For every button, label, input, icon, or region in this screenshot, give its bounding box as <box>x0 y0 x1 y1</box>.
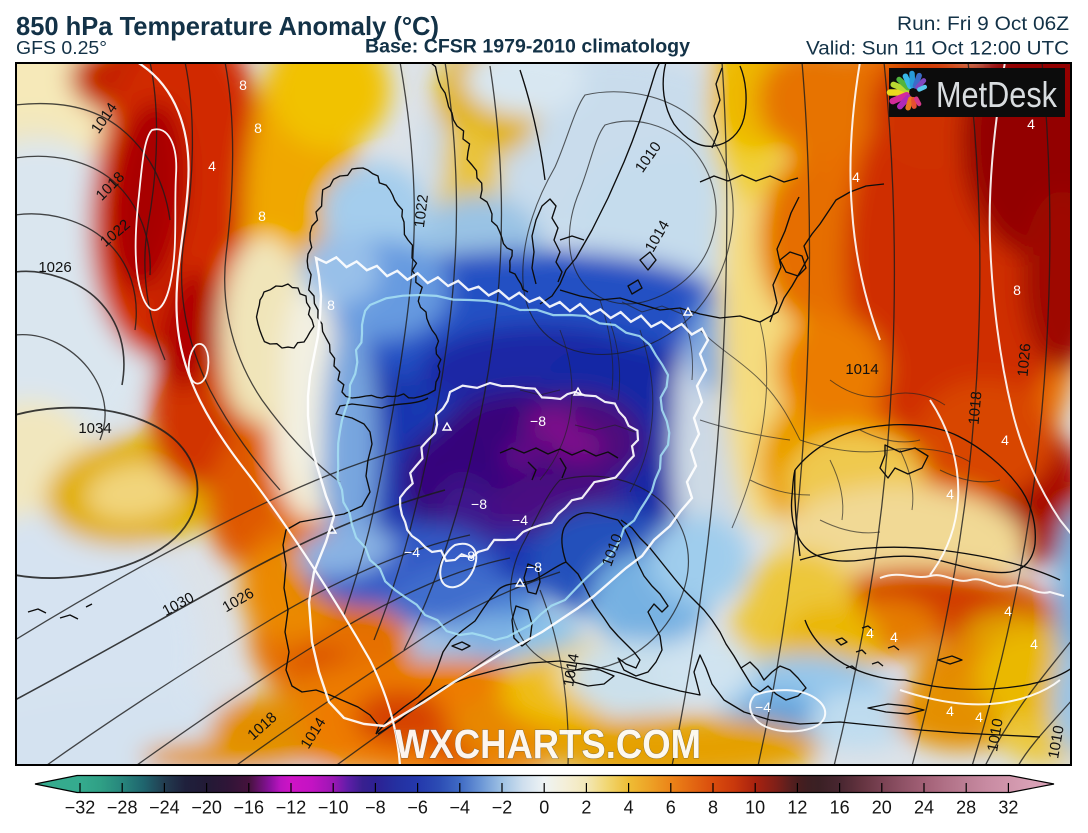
svg-text:MetDesk: MetDesk <box>936 74 1058 115</box>
svg-text:8: 8 <box>708 798 718 818</box>
svg-text:−4: −4 <box>755 699 771 715</box>
svg-text:24: 24 <box>914 798 934 818</box>
svg-text:GFS 0.25°: GFS 0.25° <box>16 38 107 58</box>
svg-text:−4: −4 <box>450 798 471 818</box>
svg-text:12: 12 <box>787 798 807 818</box>
svg-text:1026: 1026 <box>1015 343 1035 378</box>
svg-text:−8: −8 <box>526 559 542 575</box>
svg-text:4: 4 <box>1004 603 1012 619</box>
svg-text:Valid: Sun 11 Oct 12:00 UTC: Valid: Sun 11 Oct 12:00 UTC <box>806 38 1069 60</box>
svg-text:−4: −4 <box>404 544 420 560</box>
svg-text:1010: 1010 <box>1045 724 1068 760</box>
svg-text:−6: −6 <box>407 798 428 818</box>
svg-text:4: 4 <box>852 169 860 185</box>
svg-text:1022: 1022 <box>411 193 432 228</box>
svg-text:−10: −10 <box>318 798 349 818</box>
svg-text:28: 28 <box>956 798 976 818</box>
svg-text:Run: Fri 9 Oct 06Z: Run: Fri 9 Oct 06Z <box>897 13 1069 35</box>
svg-text:2: 2 <box>581 798 591 818</box>
svg-text:4: 4 <box>890 629 898 645</box>
svg-text:6: 6 <box>666 798 676 818</box>
svg-text:1018: 1018 <box>966 391 986 426</box>
svg-text:0: 0 <box>539 798 549 818</box>
svg-text:1014: 1014 <box>560 652 583 688</box>
svg-text:−12: −12 <box>276 798 307 818</box>
svg-text:−2: −2 <box>492 798 513 818</box>
svg-text:1034: 1034 <box>78 420 111 437</box>
svg-text:8: 8 <box>254 120 262 136</box>
svg-text:4: 4 <box>975 709 983 725</box>
svg-text:−4: −4 <box>512 512 528 528</box>
svg-text:4: 4 <box>866 625 874 641</box>
svg-text:8: 8 <box>239 77 247 93</box>
svg-text:−16: −16 <box>234 798 265 818</box>
svg-text:850 hPa Temperature Anomaly (°: 850 hPa Temperature Anomaly (°C) <box>16 11 439 41</box>
svg-text:16: 16 <box>830 798 850 818</box>
svg-text:10: 10 <box>745 798 765 818</box>
svg-text:32: 32 <box>998 798 1018 818</box>
svg-text:4: 4 <box>1027 116 1035 132</box>
svg-text:4: 4 <box>1001 432 1009 448</box>
svg-text:Base: CFSR 1979-2010 climatolo: Base: CFSR 1979-2010 climatology <box>365 37 690 58</box>
svg-text:8: 8 <box>1013 282 1021 298</box>
svg-text:−28: −28 <box>107 798 138 818</box>
svg-text:8: 8 <box>327 297 335 313</box>
svg-text:1010: 1010 <box>984 717 1007 753</box>
svg-text:4: 4 <box>208 158 216 174</box>
svg-text:−8: −8 <box>530 413 546 429</box>
svg-text:20: 20 <box>872 798 892 818</box>
svg-text:4: 4 <box>1030 636 1038 652</box>
svg-text:1026: 1026 <box>38 259 71 276</box>
svg-text:4: 4 <box>624 798 634 818</box>
svg-text:−20: −20 <box>191 798 222 818</box>
svg-text:WXCHARTS.COM: WXCHARTS.COM <box>395 721 701 767</box>
svg-text:4: 4 <box>946 703 954 719</box>
svg-text:−8: −8 <box>471 496 487 512</box>
svg-text:8: 8 <box>258 208 266 224</box>
svg-text:−8: −8 <box>365 798 386 818</box>
svg-text:−24: −24 <box>149 798 180 818</box>
svg-text:4: 4 <box>946 486 954 502</box>
svg-text:−32: −32 <box>65 798 96 818</box>
svg-text:−8: −8 <box>459 548 475 564</box>
svg-text:1014: 1014 <box>845 361 878 378</box>
